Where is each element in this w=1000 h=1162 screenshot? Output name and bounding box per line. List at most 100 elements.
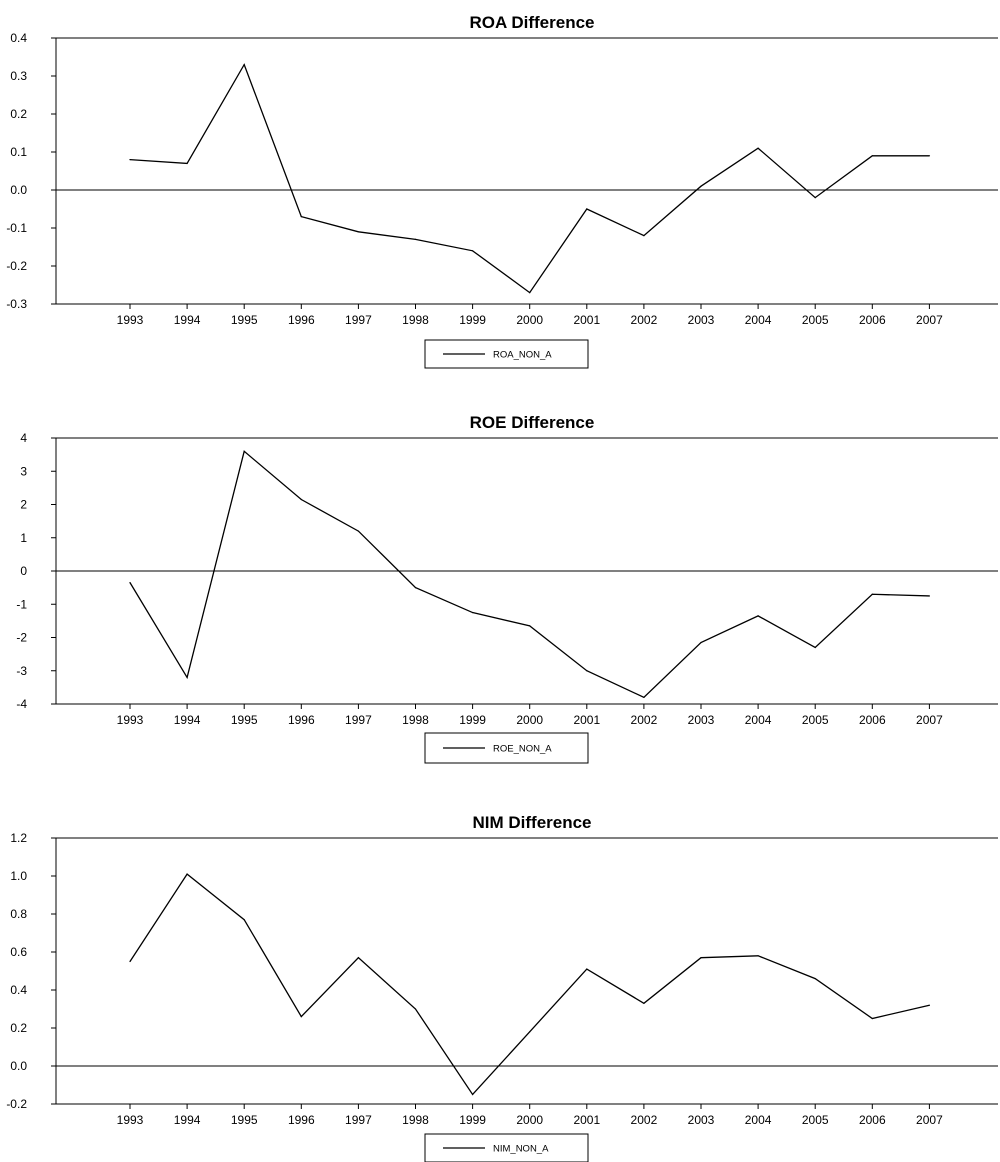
- y-tick-label: 0.2: [10, 1021, 27, 1035]
- data-point: [414, 1008, 417, 1010]
- y-tick-label: 3: [20, 464, 27, 478]
- x-tick-label: 1999: [459, 713, 486, 727]
- x-tick-label: 1997: [345, 713, 372, 727]
- series-line-roe-non-a: [129, 450, 930, 699]
- data-point: [757, 147, 759, 149]
- y-tick-label: 0.6: [10, 945, 27, 959]
- y-tick-label: 0.4: [10, 31, 27, 45]
- data-point: [700, 641, 702, 644]
- data-point: [357, 231, 359, 233]
- x-tick-label: 2004: [745, 313, 772, 327]
- x-tick-label: 2001: [573, 313, 600, 327]
- chart-title: NIM Difference: [472, 813, 591, 832]
- chart-title: ROA Difference: [469, 13, 594, 32]
- data-point: [414, 238, 417, 240]
- x-tick-label: 1993: [117, 313, 144, 327]
- data-point: [586, 208, 588, 210]
- data-point: [757, 615, 759, 617]
- y-tick-label: -0.1: [6, 221, 27, 235]
- y-tick-label: 1.0: [10, 869, 27, 883]
- legend: ROA_NON_A: [424, 339, 589, 369]
- series-line-roa-non-a: [129, 63, 930, 294]
- data-point: [871, 1017, 873, 1020]
- y-tick-label: -2: [16, 631, 27, 645]
- data-point: [129, 159, 131, 161]
- legend-label: ROA_NON_A: [493, 350, 552, 361]
- x-tick-label: 2007: [916, 713, 943, 727]
- data-point: [814, 646, 816, 649]
- data-point: [243, 919, 245, 921]
- data-point: [700, 185, 702, 187]
- data-point: [300, 1016, 302, 1018]
- x-tick-label: 2003: [688, 313, 715, 327]
- legend: ROE_NON_A: [424, 732, 589, 764]
- data-point: [928, 155, 931, 157]
- data-point: [186, 676, 188, 679]
- x-tick-label: 1994: [174, 313, 201, 327]
- y-tick-label: 4: [20, 431, 27, 445]
- x-tick-label: 2004: [745, 1113, 772, 1127]
- data-point: [757, 955, 759, 957]
- x-tick-label: 1998: [402, 1113, 429, 1127]
- x-tick-label: 2007: [916, 313, 943, 327]
- x-tick-label: 2006: [859, 1113, 886, 1127]
- y-tick-label: 1.2: [10, 831, 27, 845]
- y-tick-label: 1: [20, 531, 27, 545]
- data-point: [357, 957, 359, 959]
- chart-panel-2: ROE Difference 4 3 2 1 0 -1 -2 -3 -4 1993 1994 1995 1…: [16, 413, 998, 764]
- data-point: [472, 1093, 474, 1096]
- legend-label: NIM_NON_A: [493, 1144, 549, 1155]
- x-tick-label: 1996: [288, 313, 315, 327]
- x-tick-label: 1996: [288, 713, 315, 727]
- x-tick-label: 2002: [631, 1113, 658, 1127]
- chart-title: ROE Difference: [470, 413, 595, 432]
- y-tick-label: 0.3: [10, 69, 27, 83]
- series-line-nim-non-a: [129, 873, 930, 1096]
- x-tick-label: 2001: [573, 713, 600, 727]
- y-tick-label: 0: [20, 564, 27, 578]
- x-tick-label: 1998: [402, 713, 429, 727]
- x-tick-label: 1995: [231, 313, 258, 327]
- data-point: [300, 498, 302, 501]
- y-tick-label: 0.4: [10, 983, 27, 997]
- data-point: [186, 873, 188, 875]
- x-tick-label: 1997: [345, 1113, 372, 1127]
- data-point: [871, 593, 873, 595]
- data-point: [643, 696, 645, 698]
- x-tick-label: 2000: [516, 713, 543, 727]
- x-tick-label: 1993: [117, 713, 144, 727]
- data-point: [586, 670, 588, 672]
- y-tick-label: -4: [16, 697, 27, 711]
- data-point: [871, 155, 873, 157]
- x-tick-label: 2005: [802, 1113, 829, 1127]
- data-point: [529, 1031, 531, 1033]
- data-point: [700, 957, 702, 959]
- data-point: [129, 582, 131, 584]
- x-tick-label: 2002: [631, 313, 658, 327]
- y-tick-label: 0.8: [10, 907, 27, 921]
- x-tick-label: 2003: [688, 1113, 715, 1127]
- data-point: [243, 450, 245, 452]
- data-point: [643, 235, 645, 237]
- x-tick-label: 1999: [459, 313, 486, 327]
- legend: NIM_NON_A: [424, 1133, 589, 1162]
- data-point: [186, 162, 188, 164]
- x-tick-label: 2006: [859, 713, 886, 727]
- x-tick-label: 2005: [802, 313, 829, 327]
- y-tick-label: 2: [20, 498, 27, 512]
- data-point: [928, 1004, 931, 1006]
- data-point: [414, 587, 417, 589]
- chart-panel-3: NIM Difference 1.2 1.0 0.8 0.6 0.4 0.2 0.0 -0.2 1…: [6, 813, 998, 1162]
- x-tick-label: 2002: [631, 713, 658, 727]
- x-tick-label: 2004: [745, 713, 772, 727]
- x-tick-label: 1997: [345, 313, 372, 327]
- x-tick-label: 2001: [573, 1113, 600, 1127]
- data-point: [529, 625, 531, 627]
- data-point: [928, 595, 931, 597]
- x-tick-label: 1999: [459, 1113, 486, 1127]
- x-tick-label: 2003: [688, 713, 715, 727]
- data-point: [243, 64, 245, 66]
- data-point: [814, 978, 816, 980]
- x-tick-label: 1996: [288, 1113, 315, 1127]
- y-tick-label: 0.0: [10, 1059, 27, 1073]
